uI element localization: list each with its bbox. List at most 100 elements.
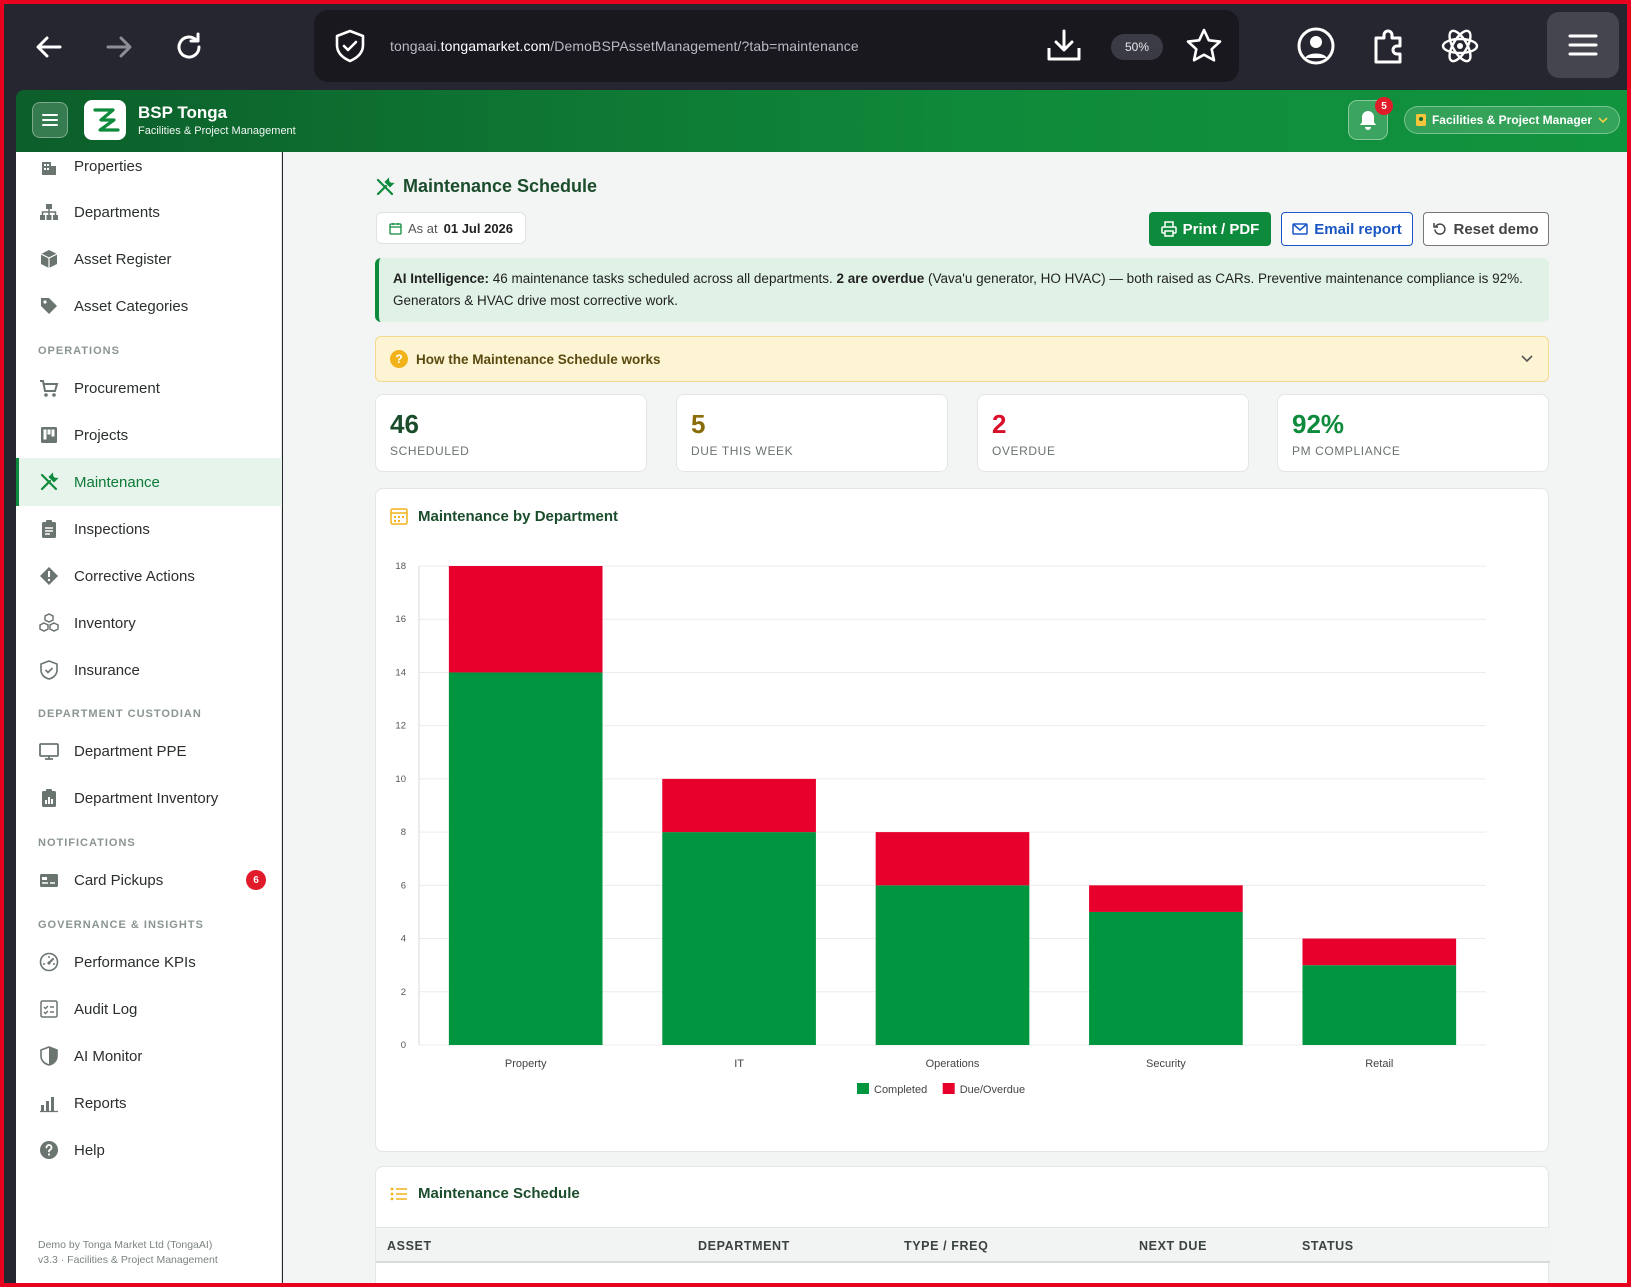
sidebar-item-projects[interactable]: Projects	[16, 411, 282, 459]
sidebar-item-reports[interactable]: Reports	[16, 1079, 282, 1127]
bar-completed	[1302, 965, 1457, 1045]
warning-diamond-icon	[38, 565, 60, 587]
extensions-icon[interactable]	[1366, 24, 1410, 68]
building-icon	[38, 155, 60, 177]
bar-due-overdue	[1302, 938, 1457, 966]
x-tick-label: Security	[1146, 1058, 1186, 1070]
bookmark-star-icon[interactable]	[1184, 26, 1224, 66]
x-tick-label: Property	[505, 1058, 547, 1070]
sidebar-item-asset-categories[interactable]: Asset Categories	[16, 282, 282, 330]
table-card-header: Maintenance Schedule	[390, 1185, 580, 1202]
sidebar-item-asset-register[interactable]: Asset Register	[16, 235, 282, 283]
ai-label: AI Intelligence:	[393, 271, 490, 286]
sidebar-item-card-pickups[interactable]: Card Pickups 6	[16, 856, 282, 904]
chart-title: Maintenance by Department	[418, 507, 619, 525]
footer-credit: Demo by Tonga Market Ltd (TongaAI)	[38, 1239, 213, 1251]
sidebar-item-department-inventory[interactable]: Department Inventory	[16, 774, 282, 822]
how-it-works-accordion[interactable]: ? How the Maintenance Schedule works	[375, 336, 1549, 382]
sidebar-item-properties[interactable]: Properties	[16, 142, 282, 190]
sitemap-icon	[38, 201, 60, 223]
sidebar-item-inventory[interactable]: Inventory	[16, 599, 282, 647]
brand-subtitle: Facilities & Project Management	[138, 125, 296, 137]
main-content: Maintenance Schedule As at 01 Jul 2026 P…	[283, 152, 1627, 1283]
react-devtools-icon[interactable]	[1438, 24, 1482, 68]
table-title: Maintenance Schedule	[418, 1185, 580, 1202]
sidebar-item-corrective-actions[interactable]: Corrective Actions	[16, 552, 282, 600]
chart-card-header: Maintenance by Department	[390, 507, 618, 525]
bar-chart-icon	[38, 1092, 60, 1114]
chevron-down-icon	[1521, 355, 1533, 363]
legend-swatch	[942, 1083, 955, 1094]
notifications-button[interactable]: 5	[1348, 97, 1393, 140]
browser-menu-button[interactable]	[1547, 12, 1619, 78]
sidebar-item-insurance[interactable]: Insurance	[16, 646, 282, 694]
how-it-works-label: How the Maintenance Schedule works	[416, 351, 661, 367]
brand-logo[interactable]	[84, 100, 126, 140]
download-icon[interactable]	[1044, 26, 1084, 66]
zoom-indicator[interactable]: 50%	[1111, 34, 1163, 60]
y-tick-label: 14	[395, 667, 406, 678]
reset-demo-button[interactable]: Reset demo	[1423, 212, 1549, 246]
stat-label: OVERDUE	[992, 444, 1056, 458]
sidebar-item-audit-log[interactable]: Audit Log	[16, 985, 282, 1033]
stat-label: PM COMPLIANCE	[1292, 444, 1401, 458]
y-tick-label: 16	[395, 614, 406, 625]
bar-completed	[662, 832, 816, 1045]
calendar-grid-icon	[390, 508, 408, 525]
email-report-button[interactable]: Email report	[1281, 212, 1413, 246]
address-bar[interactable]: tongaai.tongamarket.com/DemoBSPAssetMana…	[314, 10, 1239, 82]
y-tick-label: 18	[395, 561, 406, 572]
bar-due-overdue	[662, 778, 816, 833]
shield-half-icon	[38, 1045, 60, 1067]
sidebar-item-maintenance[interactable]: Maintenance	[16, 458, 282, 506]
column-header-department[interactable]: DEPARTMENT	[698, 1239, 790, 1253]
table-header-row: ASSET DEPARTMENT TYPE / FREQ NEXT DUE ST…	[376, 1227, 1550, 1263]
bar-completed	[875, 885, 1030, 1045]
column-header-next-due[interactable]: NEXT DUE	[1139, 1239, 1208, 1253]
sidebar-item-departments[interactable]: Departments	[16, 188, 282, 236]
sidebar-item-inspections[interactable]: Inspections	[16, 505, 282, 553]
y-tick-label: 0	[401, 1040, 406, 1051]
bar-due-overdue	[875, 832, 1030, 886]
cart-icon	[38, 377, 60, 399]
brand-text: BSP Tonga Facilities & Project Managemen…	[138, 103, 296, 137]
sidebar-item-procurement[interactable]: Procurement	[16, 364, 282, 412]
sidebar-item-help[interactable]: Help	[16, 1126, 282, 1174]
url-text[interactable]: tongaai.tongamarket.com/DemoBSPAssetMana…	[390, 38, 859, 54]
back-icon[interactable]	[26, 24, 72, 70]
bar-completed	[448, 672, 603, 1045]
clipboard-icon	[38, 518, 60, 540]
column-header-asset[interactable]: ASSET	[387, 1239, 432, 1253]
forward-icon[interactable]	[96, 24, 142, 70]
app-header: BSP Tonga Facilities & Project Managemen…	[16, 90, 1627, 152]
help-icon	[38, 1139, 60, 1161]
stat-value: 2	[992, 409, 1007, 439]
sidebar-item-department-ppe[interactable]: Department PPE	[16, 727, 282, 775]
legend-label: Completed	[874, 1084, 927, 1096]
site-security-icon[interactable]	[332, 28, 368, 64]
as-at-date: 01 Jul 2026	[443, 220, 514, 236]
column-header-type-freq[interactable]: TYPE / FREQ	[904, 1239, 989, 1253]
print-pdf-button[interactable]: Print / PDF	[1149, 212, 1271, 246]
checklist-icon	[38, 998, 60, 1020]
card-pickups-count-badge: 6	[246, 870, 266, 890]
printer-icon	[1160, 221, 1177, 237]
column-header-status[interactable]: STATUS	[1302, 1239, 1354, 1253]
y-tick-label: 4	[401, 934, 406, 945]
sidebar-item-performance-kpis[interactable]: Performance KPIs	[16, 938, 282, 986]
id-badge-icon	[1415, 114, 1426, 126]
tag-icon	[38, 295, 60, 317]
reload-icon[interactable]	[166, 24, 212, 70]
sidebar-toggle-button[interactable]	[32, 102, 68, 138]
reset-icon	[1433, 223, 1447, 235]
section-notifications: NOTIFICATIONS	[38, 837, 136, 849]
x-tick-label: Retail	[1365, 1058, 1393, 1070]
ai-intelligence-banner: AI Intelligence: 46 maintenance tasks sc…	[375, 258, 1549, 322]
bar-due-overdue	[448, 566, 603, 673]
tools-icon	[376, 176, 395, 195]
account-icon[interactable]	[1294, 24, 1338, 68]
sidebar-item-ai-monitor[interactable]: AI Monitor	[16, 1032, 282, 1080]
card-icon	[38, 869, 60, 891]
role-selector[interactable]: Facilities & Project Manager	[1404, 106, 1620, 134]
footer-version: v3.3 · Facilities & Project Management	[38, 1254, 218, 1266]
